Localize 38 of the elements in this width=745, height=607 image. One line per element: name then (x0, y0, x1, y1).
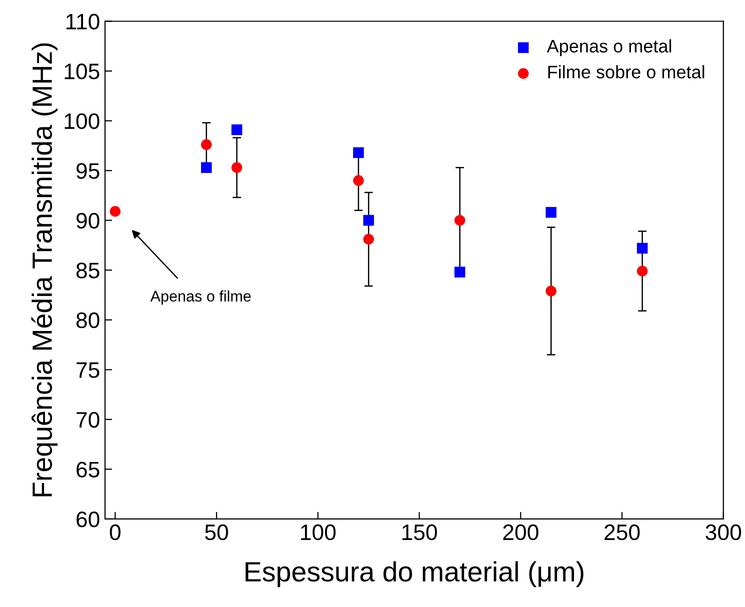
y-tick-label: 100 (64, 113, 100, 130)
point (231, 124, 242, 136)
x-tick-label: 100 (301, 524, 336, 540)
y-tick-label: 75 (76, 362, 100, 378)
point (454, 214, 466, 226)
legend-label: Apenas o metal (546, 39, 672, 56)
point (353, 147, 364, 158)
point (110, 206, 121, 217)
point (546, 286, 556, 296)
x-tick-label: 150 (402, 524, 437, 540)
y-tick-label: 70 (76, 412, 100, 428)
y-tick-label: 95 (76, 163, 100, 179)
y-tick-label: 90 (76, 212, 100, 229)
point (201, 162, 212, 173)
x-tick-label: 300 (706, 524, 742, 540)
point (231, 162, 242, 173)
y-tick-label: 65 (76, 462, 100, 478)
point (363, 234, 374, 245)
y-tick-label: 105 (64, 64, 100, 80)
point (201, 139, 212, 150)
x-tick-label: 50 (205, 524, 228, 540)
point (353, 175, 364, 186)
point (363, 214, 374, 226)
legend-label: Filme sobre o metal (548, 65, 704, 78)
y-axis-title: Frequência Média Transmitida (MHz) (31, 43, 58, 496)
point (546, 207, 556, 218)
x-tick-label: 200 (503, 524, 538, 540)
annotation: Apenas o filme (150, 290, 251, 305)
x-axis-title: Espessura do material (μm) (246, 561, 584, 588)
x-tick-label: 250 (604, 524, 640, 540)
y-tick-label: 85 (76, 262, 100, 278)
point (636, 266, 648, 276)
y-tick-label: 80 (76, 312, 100, 328)
y-tick-label: 110 (66, 14, 100, 30)
x-tick-label: 0 (110, 524, 120, 540)
y-tick-label: 60 (76, 512, 100, 528)
point (454, 266, 466, 278)
point (636, 242, 648, 254)
